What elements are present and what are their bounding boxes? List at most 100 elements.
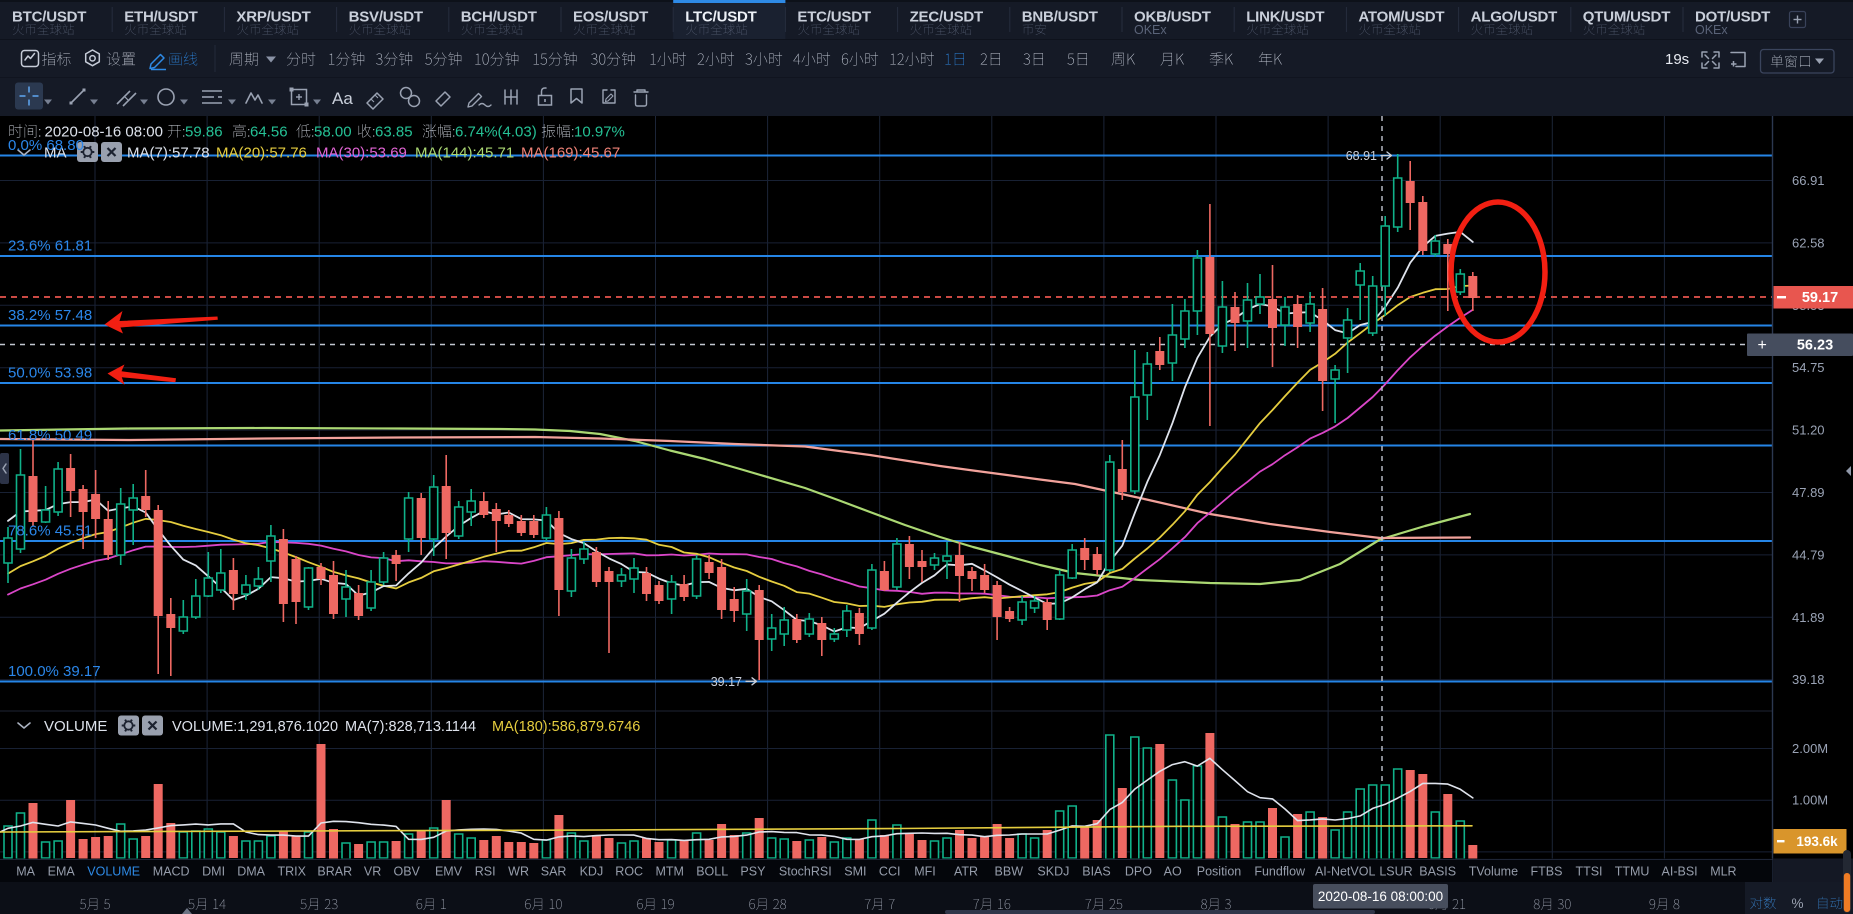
svg-text:DMI: DMI bbox=[202, 865, 225, 879]
svg-text:StochRSI: StochRSI bbox=[779, 865, 832, 879]
svg-text:MA: MA bbox=[16, 865, 35, 879]
svg-text:SKDJ: SKDJ bbox=[1037, 865, 1069, 879]
svg-text:MA: MA bbox=[44, 145, 67, 162]
svg-text:TTMU: TTMU bbox=[1615, 865, 1650, 879]
svg-text:100.0% 39.17: 100.0% 39.17 bbox=[8, 663, 101, 680]
svg-text:OKEx: OKEx bbox=[1134, 23, 1167, 37]
svg-text:BOLL: BOLL bbox=[696, 865, 728, 879]
svg-text:DMA: DMA bbox=[237, 865, 265, 879]
svg-text:54.75: 54.75 bbox=[1792, 360, 1825, 375]
svg-text:1.00M: 1.00M bbox=[1792, 793, 1828, 808]
svg-text:Position: Position bbox=[1197, 865, 1242, 879]
svg-text:LINK/USDT: LINK/USDT bbox=[1246, 9, 1324, 26]
svg-text:DOT/USDT: DOT/USDT bbox=[1695, 9, 1770, 26]
svg-text:ATOM/USDT: ATOM/USDT bbox=[1358, 9, 1444, 26]
svg-text:MA(20):57.76: MA(20):57.76 bbox=[216, 145, 307, 162]
svg-text:VOLUME: VOLUME bbox=[87, 865, 140, 879]
svg-text:38.2% 57.48: 38.2% 57.48 bbox=[8, 307, 92, 324]
svg-text:MA(180):586,879.6746: MA(180):586,879.6746 bbox=[492, 719, 640, 735]
svg-text:ETC/USDT: ETC/USDT bbox=[797, 9, 870, 26]
svg-text:68.91: 68.91 bbox=[1346, 149, 1377, 163]
svg-text:MA(7):57.78: MA(7):57.78 bbox=[127, 145, 210, 162]
svg-text:58.00: 58.00 bbox=[314, 124, 352, 141]
svg-text:CCI: CCI bbox=[879, 865, 901, 879]
svg-text:78.6% 45.51: 78.6% 45.51 bbox=[8, 523, 92, 540]
svg-text:BIAS: BIAS bbox=[1082, 865, 1111, 879]
svg-text:19s: 19s bbox=[1665, 51, 1689, 68]
svg-text:OBV: OBV bbox=[393, 865, 420, 879]
svg-text:BRAR: BRAR bbox=[317, 865, 352, 879]
svg-text:62.58: 62.58 bbox=[1792, 235, 1825, 250]
svg-text:MA(169):45.67: MA(169):45.67 bbox=[521, 145, 620, 162]
svg-text:ZEC/USDT: ZEC/USDT bbox=[910, 9, 983, 26]
svg-text:WR: WR bbox=[508, 865, 529, 879]
svg-text:ATR: ATR bbox=[954, 865, 978, 879]
svg-text:LTC/USDT: LTC/USDT bbox=[685, 9, 756, 26]
svg-text:44.79: 44.79 bbox=[1792, 547, 1825, 562]
svg-text:MA(7):828,713.1144: MA(7):828,713.1144 bbox=[345, 719, 476, 735]
svg-text:BNB/USDT: BNB/USDT bbox=[1022, 9, 1098, 26]
svg-text:2.00M: 2.00M bbox=[1792, 741, 1828, 756]
svg-text:AI-BSI: AI-BSI bbox=[1662, 865, 1698, 879]
svg-text:66.91: 66.91 bbox=[1792, 173, 1825, 188]
svg-text:64.56: 64.56 bbox=[250, 124, 288, 141]
svg-text:Fundflow: Fundflow bbox=[1254, 865, 1306, 879]
svg-text:Aa: Aa bbox=[332, 89, 353, 108]
svg-text:MTM: MTM bbox=[655, 865, 683, 879]
svg-text:2020-08-16 08:00:00: 2020-08-16 08:00:00 bbox=[1318, 889, 1443, 904]
svg-text:TVolume: TVolume bbox=[1469, 865, 1518, 879]
svg-text:DPO: DPO bbox=[1125, 865, 1152, 879]
svg-text:EMV: EMV bbox=[435, 865, 463, 879]
svg-text:OKEx: OKEx bbox=[1695, 23, 1728, 37]
svg-text:MLR: MLR bbox=[1710, 865, 1736, 879]
svg-text:FTBS: FTBS bbox=[1531, 865, 1563, 879]
svg-text:BSV/USDT: BSV/USDT bbox=[349, 9, 423, 26]
svg-text:10.97%: 10.97% bbox=[574, 124, 625, 141]
svg-text:LSUR: LSUR bbox=[1379, 865, 1412, 879]
svg-text:SAR: SAR bbox=[541, 865, 567, 879]
svg-text:MA(30):53.69: MA(30):53.69 bbox=[316, 145, 407, 162]
svg-text:SMI: SMI bbox=[844, 865, 866, 879]
svg-text:MACD: MACD bbox=[153, 865, 190, 879]
svg-text:0.0% 68.80: 0.0% 68.80 bbox=[8, 137, 84, 154]
svg-text:TTSI: TTSI bbox=[1575, 865, 1602, 879]
svg-text:59.17: 59.17 bbox=[1802, 290, 1838, 306]
svg-text:BASIS: BASIS bbox=[1419, 865, 1456, 879]
svg-text:ETH/USDT: ETH/USDT bbox=[124, 9, 197, 26]
svg-text:VOLUME:1,291,876.1020: VOLUME:1,291,876.1020 bbox=[172, 719, 338, 735]
svg-text:%: % bbox=[1792, 896, 1804, 911]
svg-text:ROC: ROC bbox=[615, 865, 643, 879]
svg-text:MA(144):45.71: MA(144):45.71 bbox=[415, 145, 514, 162]
svg-text:EOS/USDT: EOS/USDT bbox=[573, 9, 648, 26]
svg-text:MFI: MFI bbox=[914, 865, 936, 879]
svg-text:PSY: PSY bbox=[740, 865, 766, 879]
svg-text:47.89: 47.89 bbox=[1792, 485, 1825, 500]
svg-text:2020-08-16 08:00: 2020-08-16 08:00 bbox=[45, 124, 163, 141]
svg-text:59.86: 59.86 bbox=[185, 124, 223, 141]
svg-text:+: + bbox=[1758, 337, 1767, 354]
svg-text:BCH/USDT: BCH/USDT bbox=[461, 9, 537, 26]
svg-text:61.8% 50.49: 61.8% 50.49 bbox=[8, 427, 92, 444]
svg-text:50.0% 53.98: 50.0% 53.98 bbox=[8, 365, 92, 382]
svg-text:XRP/USDT: XRP/USDT bbox=[236, 9, 310, 26]
svg-text:OKB/USDT: OKB/USDT bbox=[1134, 9, 1211, 26]
svg-text:39.18: 39.18 bbox=[1792, 672, 1825, 687]
svg-text:23.6% 61.81: 23.6% 61.81 bbox=[8, 238, 92, 255]
svg-text:AO: AO bbox=[1164, 865, 1182, 879]
svg-text:63.85: 63.85 bbox=[375, 124, 413, 141]
svg-text:51.20: 51.20 bbox=[1792, 423, 1825, 438]
svg-text:193.6k: 193.6k bbox=[1796, 834, 1838, 849]
svg-text:56.23: 56.23 bbox=[1797, 338, 1833, 354]
svg-text:QTUM/USDT: QTUM/USDT bbox=[1583, 9, 1670, 26]
svg-text:ALGO/USDT: ALGO/USDT bbox=[1471, 9, 1558, 26]
svg-text:AI-NetVOL: AI-NetVOL bbox=[1315, 865, 1375, 879]
svg-text:6.74%(4.03): 6.74%(4.03) bbox=[455, 124, 537, 141]
svg-text:41.89: 41.89 bbox=[1792, 610, 1825, 625]
svg-text:RSI: RSI bbox=[475, 865, 496, 879]
svg-text:VOLUME: VOLUME bbox=[44, 718, 107, 735]
svg-text:EMA: EMA bbox=[48, 865, 76, 879]
svg-text:TRIX: TRIX bbox=[277, 865, 306, 879]
svg-text:BBW: BBW bbox=[995, 865, 1024, 879]
svg-text:KDJ: KDJ bbox=[580, 865, 604, 879]
svg-text:BTC/USDT: BTC/USDT bbox=[12, 9, 86, 26]
